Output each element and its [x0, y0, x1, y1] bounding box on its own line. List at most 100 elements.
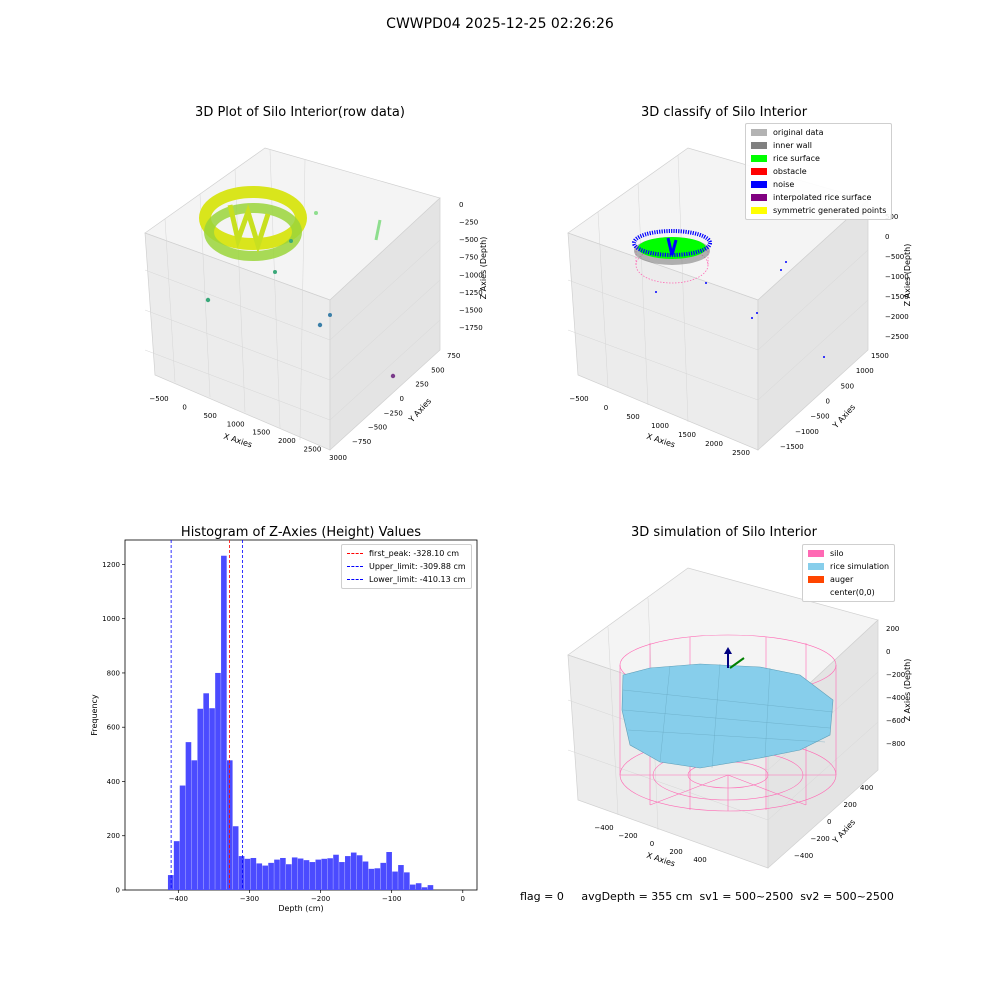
histogram-bar	[268, 862, 274, 890]
classify-x-tick-label: 0	[604, 404, 608, 412]
raw-x-tick-label: 2000	[278, 437, 296, 445]
simulation-x-tick-label: 400	[693, 856, 706, 864]
simulation-y-tick-label: −200	[811, 835, 830, 843]
simulation-y-tick-label: 0	[827, 818, 831, 826]
raw-z-tick-label: −500	[459, 236, 478, 244]
histogram-bar	[185, 742, 192, 890]
histogram-bar	[350, 852, 357, 890]
raw-x-tick-label: 1000	[227, 420, 245, 428]
legend-swatch	[751, 194, 767, 201]
classify-x-tick-label: 500	[626, 413, 639, 421]
legend-item: interpolated rice surface	[751, 191, 886, 204]
legend-item: inner wall	[751, 139, 886, 152]
histogram-bar	[409, 884, 416, 890]
panel-raw-zlabel: Z Axies (Depth)	[479, 237, 488, 300]
histogram-bar	[297, 858, 304, 890]
status-line: flag = 0 avgDepth = 355 cm sv1 = 500~250…	[520, 890, 894, 903]
classify-y-tick-label: 500	[841, 382, 854, 390]
legend-item: original data	[751, 126, 886, 139]
histogram-bar	[244, 858, 251, 890]
histogram-bar	[345, 856, 351, 890]
simulation-z-tick-label: 200	[886, 625, 899, 633]
raw-x-tick-label: 0	[182, 403, 186, 411]
panel-simulation-title: 3D simulation of Silo Interior	[631, 525, 818, 540]
classify-x-tick-label: 1000	[651, 422, 669, 430]
histogram-bar	[421, 887, 428, 890]
panel-raw: 3D Plot of Silo Interior(row data)	[144, 105, 488, 462]
raw-z-tick-label: −1000	[459, 271, 483, 279]
raw-x-tick-label: 2500	[304, 446, 322, 454]
legend-item: auger	[808, 573, 889, 586]
raw-x-tick-label: 500	[203, 412, 216, 420]
histogram-bar	[209, 708, 215, 890]
simulation-z-tick-label: −600	[886, 717, 905, 725]
histogram-x-ticks: −400 −300 −200 −100 0	[169, 890, 465, 903]
classify-z-tick-label: −1500	[885, 293, 909, 301]
histogram-bar	[374, 868, 381, 890]
panel-classify-xlabel: X Axies	[645, 432, 676, 450]
raw-y-tick-label: 500	[431, 366, 444, 374]
histogram-bar	[386, 852, 392, 890]
panel-simulation-zlabel: Z Axies (Depth)	[903, 659, 912, 722]
figure-title: CWWPD04 2025-12-25 02:26:26	[386, 16, 614, 32]
panel-raw-point-cloud	[199, 186, 396, 379]
panel-raw-axes-box	[144, 147, 441, 451]
histogram-bar	[315, 859, 322, 890]
classify-noise-points	[655, 261, 825, 358]
raw-z-tick-label: −1750	[459, 324, 483, 332]
histogram-bar	[232, 826, 239, 890]
simulation-z-tick-label: 0	[886, 648, 890, 656]
raw-inner-cluster	[227, 204, 271, 254]
histogram-bar	[356, 855, 363, 890]
raw-x-tick-label: −500	[149, 395, 168, 403]
histogram-bar	[262, 865, 268, 890]
classify-y-tick-label: −1500	[780, 443, 804, 451]
histogram-bar	[280, 857, 286, 890]
raw-stray-points	[205, 211, 396, 379]
raw-wall-points	[374, 219, 382, 241]
legend-item: rice simulation	[808, 560, 889, 573]
legend-item: obstacle	[751, 165, 886, 178]
histogram-x-tick-label: −200	[311, 895, 330, 903]
raw-y-tick-label: −250	[384, 409, 403, 417]
simulation-z-tick-label: −800	[886, 740, 905, 748]
panel-raw-title: 3D Plot of Silo Interior(row data)	[195, 105, 405, 120]
histogram-bar	[339, 862, 345, 890]
histogram-bar	[274, 859, 280, 890]
legend-item: center(0,0)	[808, 586, 889, 599]
histogram-bar	[285, 864, 292, 890]
legend-swatch	[751, 155, 767, 162]
histogram-bar	[197, 708, 204, 890]
legend-item: rice surface	[751, 152, 886, 165]
rice-simulation-surface	[621, 663, 834, 769]
legend-item: noise	[751, 178, 886, 191]
legend-swatch	[751, 168, 767, 175]
raw-z-tick-label: 0	[459, 201, 463, 209]
legend-swatch	[808, 563, 824, 570]
panel-simulation: 3D simulation of Silo Interior	[567, 525, 912, 869]
raw-ring-bottom	[204, 203, 302, 261]
classify-y-tick-label: −1000	[795, 428, 819, 436]
raw-z-tick-label: −750	[459, 254, 478, 262]
legend-swatch	[808, 589, 824, 596]
raw-y-tick-label: −500	[368, 424, 387, 432]
classify-x-tick-label: −500	[569, 395, 588, 403]
legend-swatch	[751, 181, 767, 188]
raw-x-tick-label: 3000	[329, 454, 347, 462]
panel-raw-ylabel: Y Axies	[406, 397, 433, 425]
histogram-bar	[333, 854, 339, 890]
histogram-legend-item: first_peak: -328.10 cm	[347, 547, 466, 560]
legend-swatch	[751, 129, 767, 136]
raw-z-tick-label: −250	[459, 219, 478, 227]
histogram-bar	[250, 857, 257, 890]
histogram-ylabel: Frequency	[90, 694, 99, 736]
histogram-bar	[362, 861, 369, 890]
simulation-y-tick-label: 400	[860, 784, 873, 792]
panel-classify-ticks: −50005001000150020002500−1500−1000−50005…	[569, 213, 908, 457]
histogram-x-tick-label: −400	[169, 895, 188, 903]
classify-y-tick-label: −500	[810, 413, 829, 421]
histogram-bar	[179, 785, 186, 890]
histogram-legend-item: Upper_limit: -309.88 cm	[347, 560, 466, 573]
histogram-legend-item: Lower_limit: -410.13 cm	[347, 573, 466, 586]
raw-y-tick-label: 250	[415, 381, 428, 389]
